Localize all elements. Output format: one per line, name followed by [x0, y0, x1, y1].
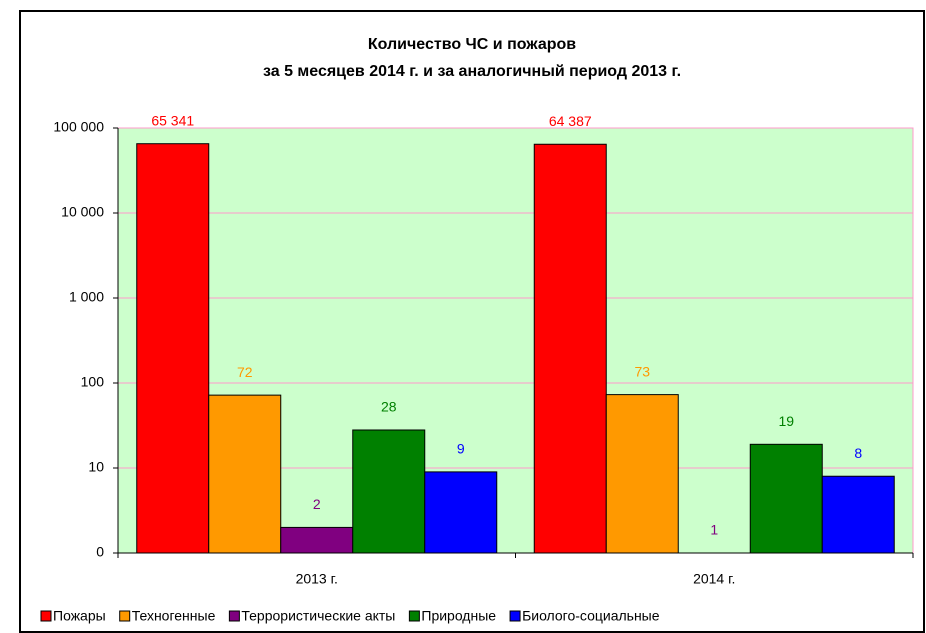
- legend-swatch: [40, 610, 52, 622]
- x-tick-label: 2014 г.: [693, 571, 735, 587]
- bar: [749, 443, 823, 554]
- legend-label: Биолого-социальные: [522, 608, 660, 624]
- data-label: 8: [854, 445, 862, 461]
- data-label: 19: [778, 413, 794, 429]
- y-tick-label: 10 000: [61, 204, 104, 220]
- legend-label: Техногенные: [132, 608, 216, 624]
- legend-label: Природные: [421, 608, 496, 624]
- y-tick-label: 100 000: [53, 119, 104, 135]
- data-label: 64 387: [549, 113, 592, 129]
- y-tick-label: 10: [88, 459, 104, 475]
- data-label: 2: [313, 496, 321, 512]
- y-tick-label: 0: [96, 544, 104, 560]
- chart-title: Количество ЧС и пожаров: [368, 36, 576, 53]
- bar: [280, 526, 354, 554]
- data-label: 73: [634, 363, 650, 379]
- legend-label: Террористические акты: [241, 608, 395, 624]
- legend-label: Пожары: [53, 608, 106, 624]
- bar: [605, 394, 679, 554]
- y-tick-label: 1 000: [69, 289, 104, 305]
- legend-swatch: [408, 610, 420, 622]
- bar: [424, 471, 498, 554]
- bar: [136, 143, 210, 554]
- data-label: 9: [457, 441, 465, 457]
- y-tick-label: 100: [81, 374, 105, 390]
- chart-title: за 5 месяцев 2014 г. и за аналогичный пе…: [263, 63, 681, 80]
- data-label: 28: [381, 399, 397, 415]
- data-label: 1: [710, 522, 718, 538]
- legend-swatch: [228, 610, 240, 622]
- data-label: 65 341: [151, 112, 194, 128]
- x-tick-label: 2013 г.: [296, 571, 338, 587]
- data-label: 72: [237, 364, 253, 380]
- bar: [352, 429, 426, 554]
- bar: [821, 475, 895, 554]
- legend-swatch: [119, 610, 131, 622]
- legend-swatch: [509, 610, 521, 622]
- bar: [533, 143, 607, 554]
- bar: [208, 394, 282, 554]
